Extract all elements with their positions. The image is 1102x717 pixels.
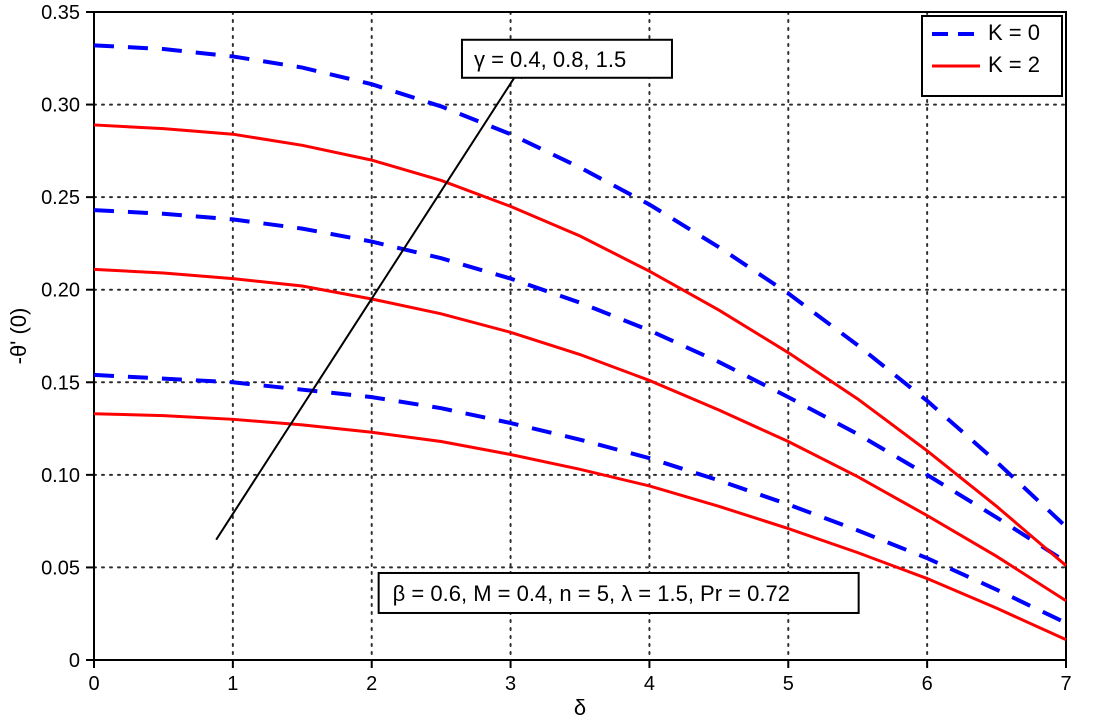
xtick-label: 0 (88, 673, 99, 695)
x-axis-label: δ (574, 695, 586, 717)
ytick-label: 0.35 (41, 2, 80, 24)
ytick-label: 0.25 (41, 187, 80, 209)
gamma-annotation-text: γ = 0.4, 0.8, 1.5 (474, 47, 626, 72)
ytick-label: 0.20 (41, 280, 80, 302)
xtick-label: 3 (505, 673, 516, 695)
xtick-label: 1 (227, 673, 238, 695)
legend-label: K = 0 (988, 20, 1040, 45)
xtick-label: 2 (366, 673, 377, 695)
line-chart: 0 1 2 3 4 5 6 7 0 0.05 0.10 0.15 0.20 0.25 0.30 0.35 δ -θ… (0, 0, 1102, 717)
plot-background (94, 12, 1066, 660)
ytick-label: 0.15 (41, 372, 80, 394)
legend-label: K = 2 (988, 52, 1040, 77)
xtick-label: 5 (783, 673, 794, 695)
xtick-label: 6 (922, 673, 933, 695)
ytick-label: 0.10 (41, 465, 80, 487)
params-annotation-text: β = 0.6, M = 0.4, n = 5, λ = 1.5, Pr = 0… (393, 581, 790, 606)
ytick-label: 0.05 (41, 557, 80, 579)
xtick-label: 4 (644, 673, 655, 695)
ytick-label: 0.30 (41, 95, 80, 117)
ytick-label: 0 (69, 650, 80, 672)
y-axis-label: -θ' (0) (6, 308, 31, 365)
xtick-label: 7 (1060, 673, 1071, 695)
